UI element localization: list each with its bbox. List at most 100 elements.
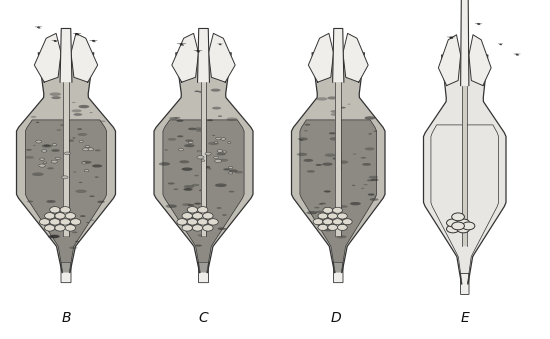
- Ellipse shape: [323, 207, 333, 213]
- Ellipse shape: [223, 151, 227, 153]
- Ellipse shape: [338, 205, 348, 208]
- Ellipse shape: [74, 113, 82, 116]
- Ellipse shape: [228, 172, 233, 174]
- Ellipse shape: [368, 176, 378, 179]
- Ellipse shape: [169, 117, 178, 120]
- Ellipse shape: [78, 33, 81, 34]
- Ellipse shape: [34, 26, 38, 27]
- Ellipse shape: [318, 224, 328, 231]
- Ellipse shape: [333, 226, 337, 227]
- Ellipse shape: [314, 207, 320, 208]
- Ellipse shape: [228, 166, 233, 169]
- Ellipse shape: [373, 131, 377, 132]
- Ellipse shape: [27, 200, 33, 202]
- Ellipse shape: [221, 138, 226, 140]
- Ellipse shape: [183, 188, 192, 191]
- Ellipse shape: [317, 226, 326, 229]
- Ellipse shape: [457, 219, 470, 227]
- Ellipse shape: [370, 198, 378, 201]
- Ellipse shape: [50, 235, 60, 238]
- Ellipse shape: [166, 204, 177, 208]
- Ellipse shape: [50, 206, 60, 213]
- Ellipse shape: [203, 213, 213, 219]
- Ellipse shape: [63, 217, 72, 219]
- Ellipse shape: [184, 185, 194, 188]
- Ellipse shape: [306, 211, 317, 214]
- Ellipse shape: [195, 127, 202, 130]
- Ellipse shape: [194, 203, 201, 205]
- Ellipse shape: [45, 213, 55, 219]
- Ellipse shape: [65, 139, 74, 142]
- Polygon shape: [461, 0, 469, 85]
- Ellipse shape: [228, 142, 231, 143]
- Ellipse shape: [89, 195, 95, 197]
- Ellipse shape: [316, 164, 322, 166]
- FancyBboxPatch shape: [199, 262, 208, 283]
- Ellipse shape: [65, 213, 75, 219]
- Ellipse shape: [199, 190, 205, 191]
- Ellipse shape: [37, 26, 40, 28]
- Ellipse shape: [185, 139, 193, 142]
- Ellipse shape: [313, 219, 323, 225]
- Ellipse shape: [95, 149, 101, 151]
- Ellipse shape: [296, 153, 307, 156]
- Ellipse shape: [62, 176, 68, 179]
- Ellipse shape: [447, 219, 459, 227]
- Ellipse shape: [191, 184, 200, 186]
- Polygon shape: [469, 35, 491, 85]
- Ellipse shape: [42, 150, 47, 152]
- Ellipse shape: [462, 222, 475, 230]
- Ellipse shape: [51, 149, 60, 152]
- Ellipse shape: [85, 145, 90, 148]
- Ellipse shape: [45, 225, 55, 231]
- Ellipse shape: [196, 50, 200, 52]
- Ellipse shape: [190, 217, 195, 218]
- Ellipse shape: [337, 167, 342, 169]
- Ellipse shape: [177, 120, 183, 122]
- Ellipse shape: [327, 96, 337, 99]
- Ellipse shape: [320, 203, 326, 204]
- Ellipse shape: [221, 43, 224, 44]
- Ellipse shape: [194, 175, 199, 176]
- Ellipse shape: [97, 201, 105, 203]
- Polygon shape: [309, 33, 333, 82]
- Ellipse shape: [56, 40, 59, 41]
- Ellipse shape: [75, 241, 79, 242]
- Polygon shape: [201, 82, 206, 236]
- Ellipse shape: [457, 225, 470, 233]
- Ellipse shape: [182, 203, 191, 206]
- Ellipse shape: [195, 244, 202, 246]
- Ellipse shape: [95, 177, 98, 178]
- Text: E: E: [460, 312, 469, 325]
- Ellipse shape: [213, 156, 218, 159]
- Ellipse shape: [94, 40, 98, 41]
- Ellipse shape: [43, 227, 55, 231]
- Ellipse shape: [217, 207, 222, 209]
- Ellipse shape: [199, 50, 202, 51]
- Ellipse shape: [78, 133, 87, 136]
- Ellipse shape: [73, 172, 76, 173]
- Ellipse shape: [67, 215, 70, 216]
- Ellipse shape: [51, 160, 57, 163]
- Ellipse shape: [177, 43, 181, 44]
- Ellipse shape: [447, 225, 459, 233]
- FancyBboxPatch shape: [333, 262, 343, 283]
- Ellipse shape: [218, 116, 222, 117]
- Ellipse shape: [208, 219, 218, 225]
- Ellipse shape: [298, 137, 308, 141]
- Ellipse shape: [38, 26, 39, 27]
- Ellipse shape: [33, 145, 36, 146]
- Ellipse shape: [64, 223, 75, 226]
- Ellipse shape: [180, 43, 183, 45]
- Ellipse shape: [479, 23, 483, 24]
- Polygon shape: [71, 33, 98, 82]
- Ellipse shape: [216, 137, 221, 140]
- Ellipse shape: [329, 137, 341, 141]
- Ellipse shape: [36, 122, 40, 123]
- Ellipse shape: [318, 203, 322, 205]
- Ellipse shape: [368, 194, 375, 196]
- Ellipse shape: [222, 214, 227, 216]
- Ellipse shape: [92, 40, 95, 41]
- Ellipse shape: [79, 140, 84, 142]
- Ellipse shape: [197, 50, 199, 51]
